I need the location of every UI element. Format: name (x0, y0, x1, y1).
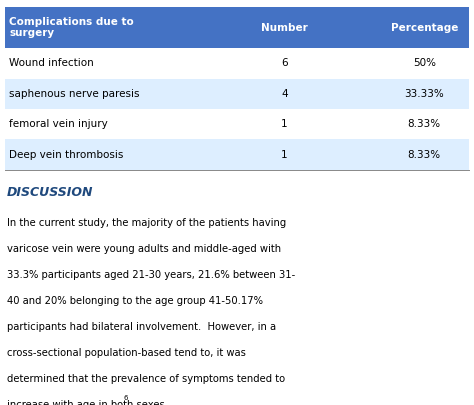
Text: Number: Number (261, 23, 308, 33)
Text: Wound infection: Wound infection (9, 58, 94, 68)
Text: 1: 1 (281, 149, 288, 160)
Text: Percentage: Percentage (391, 23, 458, 33)
Text: In the current study, the majority of the patients having: In the current study, the majority of th… (7, 218, 286, 228)
Text: determined that the prevalence of symptoms tended to: determined that the prevalence of sympto… (7, 374, 285, 384)
Text: Deep vein thrombosis: Deep vein thrombosis (9, 149, 124, 160)
Text: 4: 4 (281, 89, 288, 99)
Text: 8.33%: 8.33% (408, 149, 441, 160)
Text: saphenous nerve paresis: saphenous nerve paresis (9, 89, 140, 99)
Text: 6: 6 (281, 58, 288, 68)
Text: 33.3% participants aged 21-30 years, 21.6% between 31-: 33.3% participants aged 21-30 years, 21.… (7, 270, 295, 280)
Text: participants had bilateral involvement.  However, in a: participants had bilateral involvement. … (7, 322, 276, 332)
Text: 50%: 50% (413, 58, 436, 68)
Text: 6: 6 (124, 395, 128, 401)
Text: cross-sectional population-based tend to, it was: cross-sectional population-based tend to… (7, 348, 246, 358)
Bar (5, 79, 469, 109)
Text: 40 and 20% belonging to the age group 41-50.17%: 40 and 20% belonging to the age group 41… (7, 296, 263, 306)
Text: 33.33%: 33.33% (404, 89, 444, 99)
Text: femoral vein injury: femoral vein injury (9, 119, 108, 129)
Text: increase with age in both sexes.: increase with age in both sexes. (7, 401, 168, 405)
Text: 8.33%: 8.33% (408, 119, 441, 129)
Bar (5, 48, 469, 79)
Text: DISCUSSION: DISCUSSION (7, 186, 93, 199)
Text: Complications due to
surgery: Complications due to surgery (9, 17, 134, 38)
Text: varicose vein were young adults and middle-aged with: varicose vein were young adults and midd… (7, 244, 281, 254)
Text: 1: 1 (281, 119, 288, 129)
Bar (5, 7, 469, 48)
Bar (5, 109, 469, 139)
Bar (5, 139, 469, 170)
